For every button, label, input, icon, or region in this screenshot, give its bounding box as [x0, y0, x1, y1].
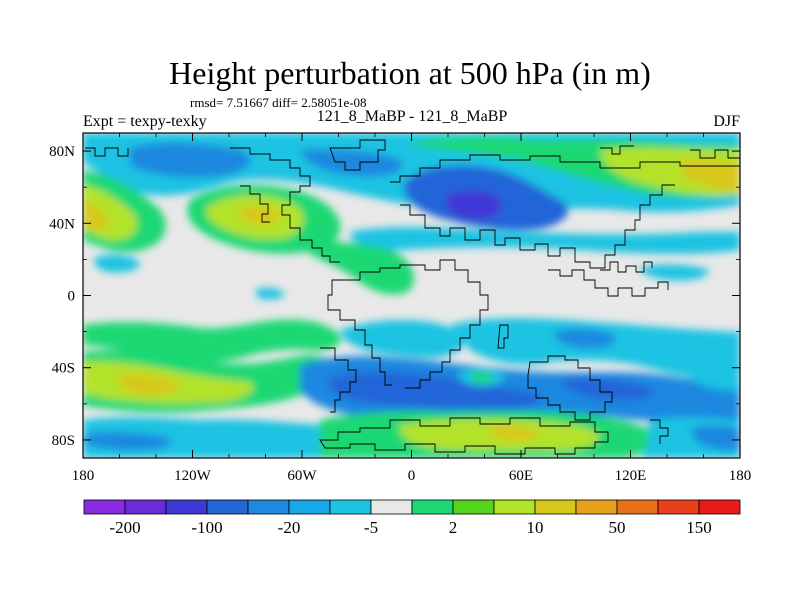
south-blue-belt-core [329, 371, 541, 409]
colorbar-swatch [452, 499, 495, 515]
north-subtropics-cyan [350, 227, 740, 254]
africa-coast [340, 259, 489, 389]
tropics-cyan-east [640, 264, 710, 281]
colorbar-swatch [329, 499, 372, 515]
north-gold-polar [680, 159, 740, 191]
axes: 180 120W 60W 0 60E 120E 180 80N 40N 0 40S 80S [49, 133, 751, 484]
colorbar-swatch [165, 499, 208, 515]
north-america-coast [230, 147, 340, 263]
south-cyan-east-edge [685, 357, 740, 391]
south-blue-east-pocket [554, 328, 616, 349]
maritime-continent [548, 269, 669, 297]
center-label: 121_8_MaBP - 121_8_MaBP [317, 108, 508, 125]
south-cyan-central [340, 320, 464, 358]
y-tick-label: 40S [52, 361, 75, 377]
colorbar-swatch [370, 499, 413, 515]
indonesia-islands [600, 261, 653, 273]
north-blue-pacific [300, 149, 403, 177]
south-cyan-pocket [480, 333, 502, 345]
x-tick-label: 180 [729, 468, 752, 484]
colorbar-swatch [698, 499, 741, 515]
colorbar-label: -5 [364, 518, 378, 537]
x-tick-label: 60W [287, 468, 317, 484]
north-pacific-islands [85, 147, 129, 157]
north-gold-west [83, 200, 108, 230]
tropics-cyan-pocket [255, 287, 285, 300]
eurasia-coast [390, 154, 740, 183]
arctic-islands [600, 145, 634, 155]
madagascar [497, 324, 509, 349]
north-america-inner [240, 185, 270, 223]
x-tick-label: 0 [408, 468, 416, 484]
south-cyan-east [450, 318, 740, 381]
y-tick-label: 40N [49, 216, 75, 232]
north-blue-core [445, 190, 502, 220]
colorbar-swatch [124, 499, 167, 515]
south-blue-east-core [560, 377, 653, 401]
colorbar-swatch [288, 499, 331, 515]
x-tick-label: 180 [72, 468, 95, 484]
north-tropics-cyan-west [94, 254, 140, 273]
south-gold-polar [489, 425, 540, 441]
greenland-coast [329, 139, 386, 171]
colorbar-swatch [247, 499, 290, 515]
colorbar-swatch [493, 499, 536, 515]
y-tick-label: 80N [49, 144, 75, 160]
south-green-west-band [83, 319, 341, 363]
north-tropics-green [300, 242, 414, 295]
colorbar-label: 10 [527, 518, 544, 537]
contour-field [83, 133, 740, 458]
colorbar-swatch [206, 499, 249, 515]
colorbar-swatch [657, 499, 700, 515]
south-blue-polar-west [83, 432, 171, 451]
chart-title: Height perturbation at 500 hPa (in m) [169, 55, 651, 91]
colorbar-swatch [575, 499, 618, 515]
north-blue-atlantic [130, 142, 251, 178]
south-green-pocket [470, 371, 494, 383]
x-tick-label: 120E [615, 468, 647, 484]
colorbar-label: -20 [278, 518, 301, 537]
south-america-coast [320, 347, 357, 413]
antarctica-coast [319, 417, 609, 455]
south-blue-polar-east [690, 425, 740, 451]
season-label: DJF [713, 113, 740, 130]
africa-west-coast [327, 279, 392, 386]
colorbar-label: -100 [191, 518, 222, 537]
colorbar: -200 -100 -20 -5 2 10 50 150 [83, 499, 741, 537]
colorbar-label: 150 [686, 518, 712, 537]
north-pacific-islands-east [690, 149, 740, 159]
y-tick-label: 0 [68, 289, 76, 305]
experiment-label: Expt = texpy-texky [83, 113, 207, 130]
new-zealand [650, 419, 669, 444]
colorbar-label: 2 [449, 518, 458, 537]
coastlines [85, 139, 740, 455]
x-tick-label: 60E [509, 468, 533, 484]
colorbar-label: 50 [609, 518, 626, 537]
stats-label: rmsd= 7.51667 diff= 2.58051e-08 [190, 95, 367, 110]
colorbar-label: -200 [109, 518, 140, 537]
australia-coast [527, 355, 613, 421]
colorbar-swatch [83, 499, 126, 515]
colorbar-swatch [534, 499, 577, 515]
colorbar-swatch [411, 499, 454, 515]
north-gold-central [238, 206, 281, 225]
eurasia-south-coast [400, 184, 675, 269]
y-tick-label: 80S [52, 433, 75, 449]
south-gold-west [118, 374, 180, 395]
colorbar-swatch [616, 499, 659, 515]
x-tick-label: 120W [174, 468, 212, 484]
